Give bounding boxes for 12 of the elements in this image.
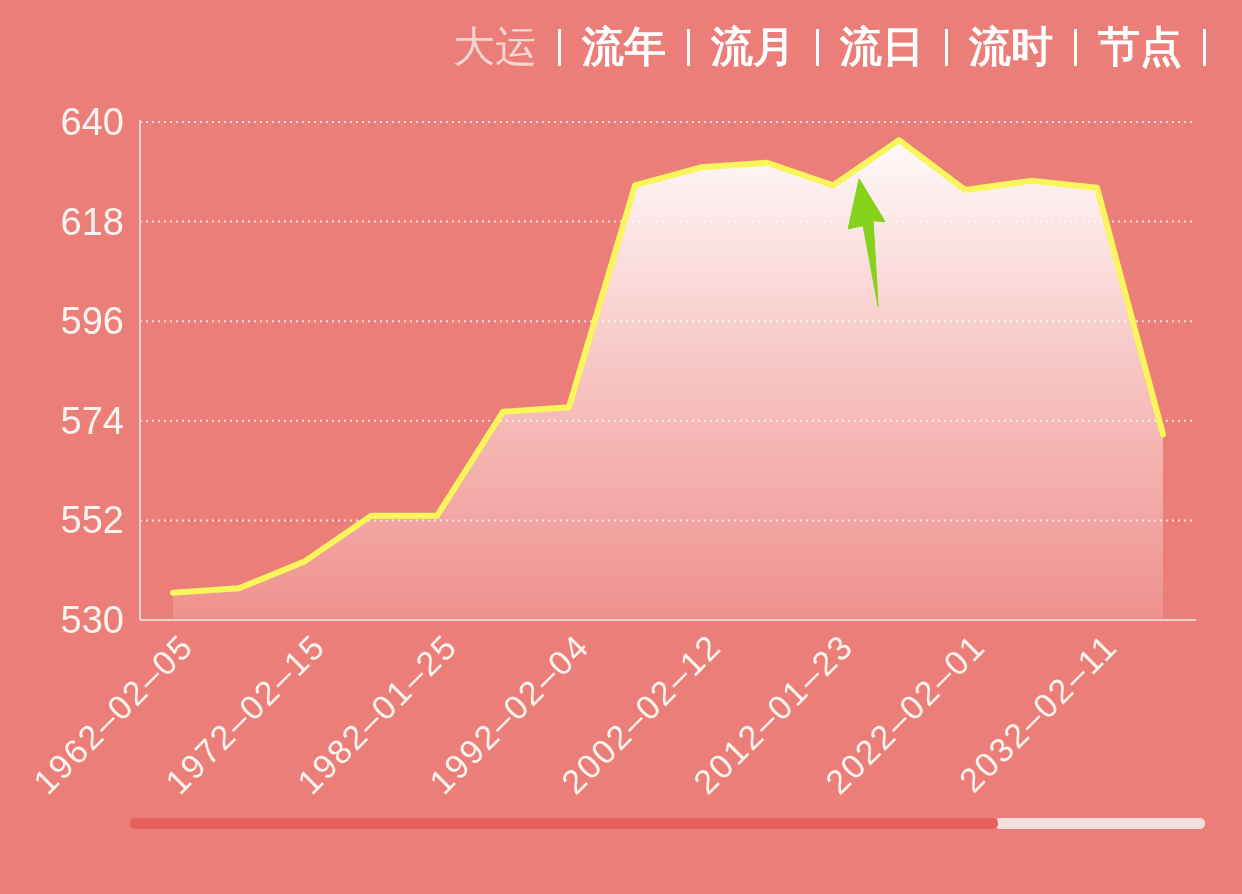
y-tick-label: 618: [60, 200, 124, 243]
text: 流日: [839, 23, 924, 70]
y-tick-label: 574: [60, 399, 124, 442]
text: 节点: [1097, 23, 1182, 70]
text: 大运: [453, 23, 537, 70]
y-tick-label: 596: [60, 300, 124, 343]
text: 流时: [968, 23, 1053, 70]
text: 流月: [710, 23, 795, 70]
y-tick-label: 552: [60, 499, 124, 542]
text: 流年: [581, 23, 666, 70]
y-tick-label: 640: [60, 101, 124, 143]
y-tick-label: 530: [60, 599, 124, 641]
